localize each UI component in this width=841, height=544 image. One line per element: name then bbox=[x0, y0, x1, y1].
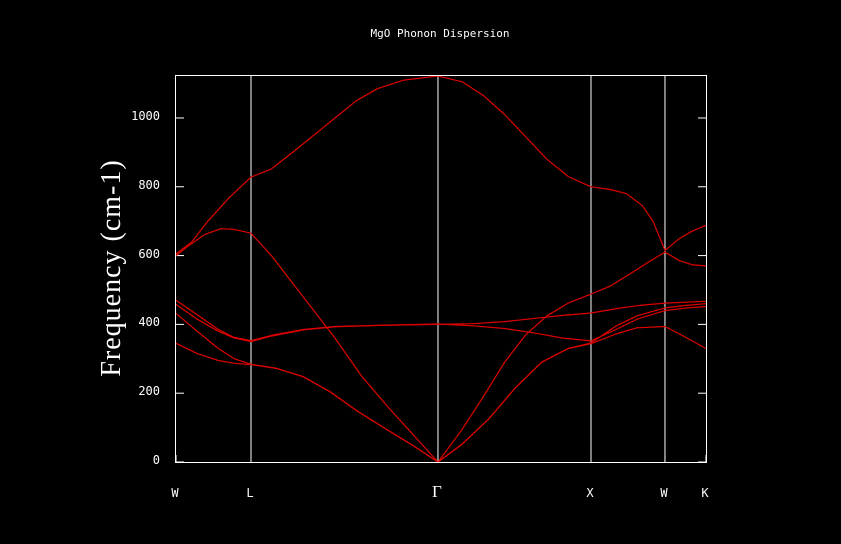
x-tick-label-3-X: X bbox=[586, 486, 594, 500]
plot-area bbox=[175, 75, 707, 463]
phonon-branch-TA1 bbox=[176, 325, 706, 462]
y-tick-label-0: 0 bbox=[152, 453, 160, 467]
x-tick-label-5-K: K bbox=[701, 486, 709, 500]
phonon-branch-LO bbox=[176, 76, 706, 255]
y-tick-labels: 0 200 400 600 800 1000 bbox=[0, 0, 166, 544]
y-tick-label-800: 800 bbox=[138, 177, 160, 192]
y-tick-label-1000: 1000 bbox=[131, 108, 160, 123]
x-tick-label-1-L: L bbox=[246, 486, 254, 500]
phonon-branch-TO2 bbox=[176, 299, 706, 342]
dispersion-plot-canvas bbox=[176, 76, 706, 462]
y-tick-label-200: 200 bbox=[138, 384, 160, 399]
chart-title: MgO Phonon Dispersion bbox=[370, 27, 510, 40]
y-tick-label-400: 400 bbox=[138, 315, 160, 330]
x-tick-label-4-W: W bbox=[660, 486, 668, 500]
y-axis-label: Frequency (cm-1) bbox=[96, 159, 127, 377]
phonon-branch-LA bbox=[176, 228, 706, 462]
x-tick-label-0-W: W bbox=[171, 486, 179, 500]
y-tick-label-600: 600 bbox=[138, 246, 160, 261]
x-tick-label-2-Γ: Γ bbox=[432, 482, 442, 501]
phonon-branch-TA2 bbox=[176, 303, 706, 462]
